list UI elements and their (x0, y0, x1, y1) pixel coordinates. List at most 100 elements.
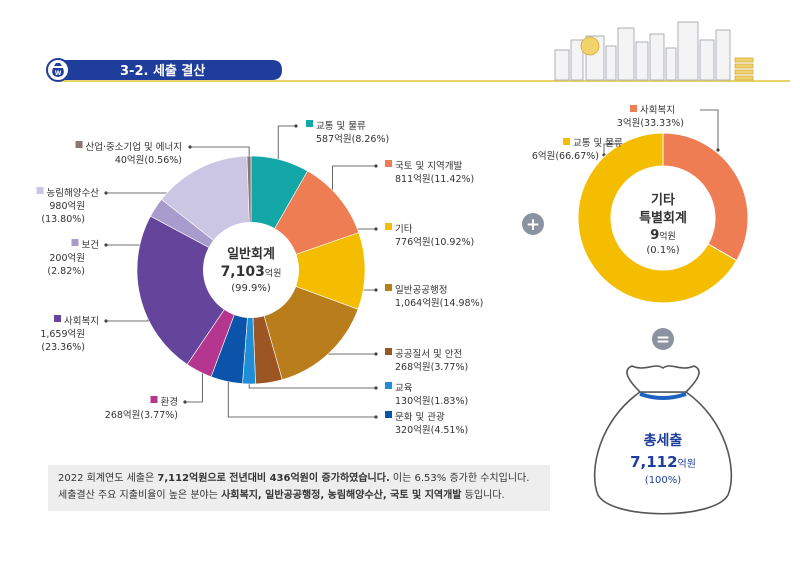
slice-label-value: 40억원(0.56%) (115, 154, 182, 166)
slice-label-value: 320억원(4.51%) (395, 424, 468, 436)
special-account-title-1: 기타 (651, 192, 675, 208)
slice-label-name: 국토 및 지역개발 (395, 160, 462, 172)
slice-label-name: 일반공공행정 (395, 284, 447, 296)
slice-label-name: 환경 (161, 396, 178, 408)
leader-line (227, 373, 376, 418)
money-bag-top (626, 365, 700, 393)
equals-icon: = (652, 328, 674, 350)
special-account-center: 기타 특별회계 9억원 (0.1%) (639, 192, 687, 256)
legend-swatch (630, 105, 637, 112)
money-bag-tie (639, 392, 687, 400)
slice-label-value: 3억원(33.33%) (617, 117, 684, 129)
legend-swatch (36, 187, 44, 194)
legend-swatch (306, 120, 313, 127)
legend-swatch (385, 411, 392, 418)
slice-label-value: 811억원(11.42%) (395, 173, 474, 185)
page-title: 3-2. 세출 결산 (120, 63, 205, 79)
city-skyline-illustration (554, 21, 754, 81)
slice-label-name: 문화 및 관광 (395, 411, 445, 423)
general-account-share: (99.9%) (231, 283, 271, 294)
slice-label-percent: (13.80%) (41, 214, 85, 225)
plus-icon: + (522, 213, 544, 235)
legend-swatch (563, 138, 570, 145)
legend-swatch (385, 382, 392, 389)
slice-label-value: 200억원 (49, 252, 85, 264)
slice-label-name: 농림해양수산 (47, 187, 100, 199)
special-account-donut (577, 132, 749, 304)
leader-line (185, 364, 203, 403)
leader-dot (374, 386, 378, 390)
svg-text:=: = (656, 330, 670, 350)
slice-label-value: 1,659억원 (40, 328, 85, 340)
slice-label-value: 980억원 (49, 200, 85, 212)
general-account-center: 일반회계 7,103억원 (99.9%) (203, 222, 299, 318)
leader-dot (104, 243, 108, 247)
slice-label-name: 교통 및 물류 (573, 137, 623, 149)
legend-swatch (385, 348, 392, 355)
money-bag-body (593, 391, 733, 515)
slice-label-name: 교육 (395, 383, 413, 394)
slice-label-percent: (2.82%) (47, 266, 85, 277)
special-account-share: (0.1%) (646, 245, 679, 256)
slice-label-name: 교통 및 물류 (316, 120, 366, 132)
leader-dot (104, 319, 108, 323)
special-account-amount: 9억원 (650, 228, 676, 243)
leader-dot (183, 400, 187, 404)
slice-label-value: 6억원(66.67%) (532, 150, 599, 162)
slice-label-value: 776억원(10.92%) (395, 236, 474, 248)
leader-lines-special (602, 109, 720, 157)
slice-label-value: 268억원(3.77%) (105, 409, 178, 421)
leader-dot (374, 352, 378, 356)
total-share: (100%) (645, 475, 681, 486)
svg-text:W: W (55, 70, 62, 77)
slice-label-name: 공공질서 및 안전 (395, 348, 462, 360)
slice-label-percent: (23.36%) (41, 342, 85, 353)
title-bar (58, 60, 282, 80)
svg-text:+: + (526, 215, 540, 235)
legend-swatch (75, 141, 83, 148)
header: W 3-2. 세출 결산 (46, 21, 790, 82)
slice-label-name: 사회복지 (640, 105, 675, 116)
leader-dot (374, 415, 378, 419)
legend-swatch (71, 239, 79, 246)
legend-swatch (385, 160, 392, 167)
leader-dot (374, 227, 378, 231)
total-title: 총세출 (644, 432, 683, 449)
summary-box: 2022 회계연도 세출은 7,112억원으로 전년대비 436억원이 증가하였… (48, 465, 550, 511)
legend-swatch (54, 315, 62, 322)
general-account-title: 일반회계 (227, 246, 275, 262)
money-bag-icon: W (46, 58, 70, 82)
special-slice-0 (662, 132, 749, 262)
leader-line (277, 125, 296, 168)
slice-label-value: 130억원(1.83%) (395, 395, 468, 407)
leader-dot (294, 124, 298, 128)
leader-line (603, 143, 622, 155)
leader-dot (188, 145, 192, 149)
summary-line-2: 세출결산 주요 지출비율이 높은 분야는 사회복지, 일반공공행정, 농림해양수… (58, 490, 505, 501)
slice-label-name: 보건 (82, 240, 99, 251)
leader-dot (374, 164, 378, 168)
slice-label-value: 587억원(8.26%) (316, 133, 389, 145)
summary-line-1: 2022 회계연도 세출은 7,112억원으로 전년대비 436억원이 증가하였… (58, 473, 530, 484)
legend-swatch (385, 284, 392, 291)
legend-swatch (385, 223, 392, 230)
general-account-amount: 7,103억원 (221, 264, 282, 280)
total-amount: 7,112억원 (630, 453, 696, 471)
slice-label-name: 사회복지 (64, 316, 99, 327)
leader-line (700, 109, 719, 150)
slice-label-value: 1,064억원(14.98%) (395, 297, 483, 309)
slice-label-name: 기타 (395, 224, 413, 235)
general-slice-2 (250, 232, 366, 310)
legend-swatch (150, 396, 158, 403)
total-money-bag: 총세출 7,112억원 (100%) (593, 365, 733, 515)
leader-dot (374, 288, 378, 292)
special-account-title-2: 특별회계 (639, 210, 687, 226)
leader-dot (716, 148, 720, 152)
slice-label-name: 산업·중소기업 및 에너지 (86, 141, 182, 153)
leader-dot (104, 191, 108, 195)
general-slice-8 (136, 215, 252, 365)
special-slice-1 (577, 132, 738, 304)
